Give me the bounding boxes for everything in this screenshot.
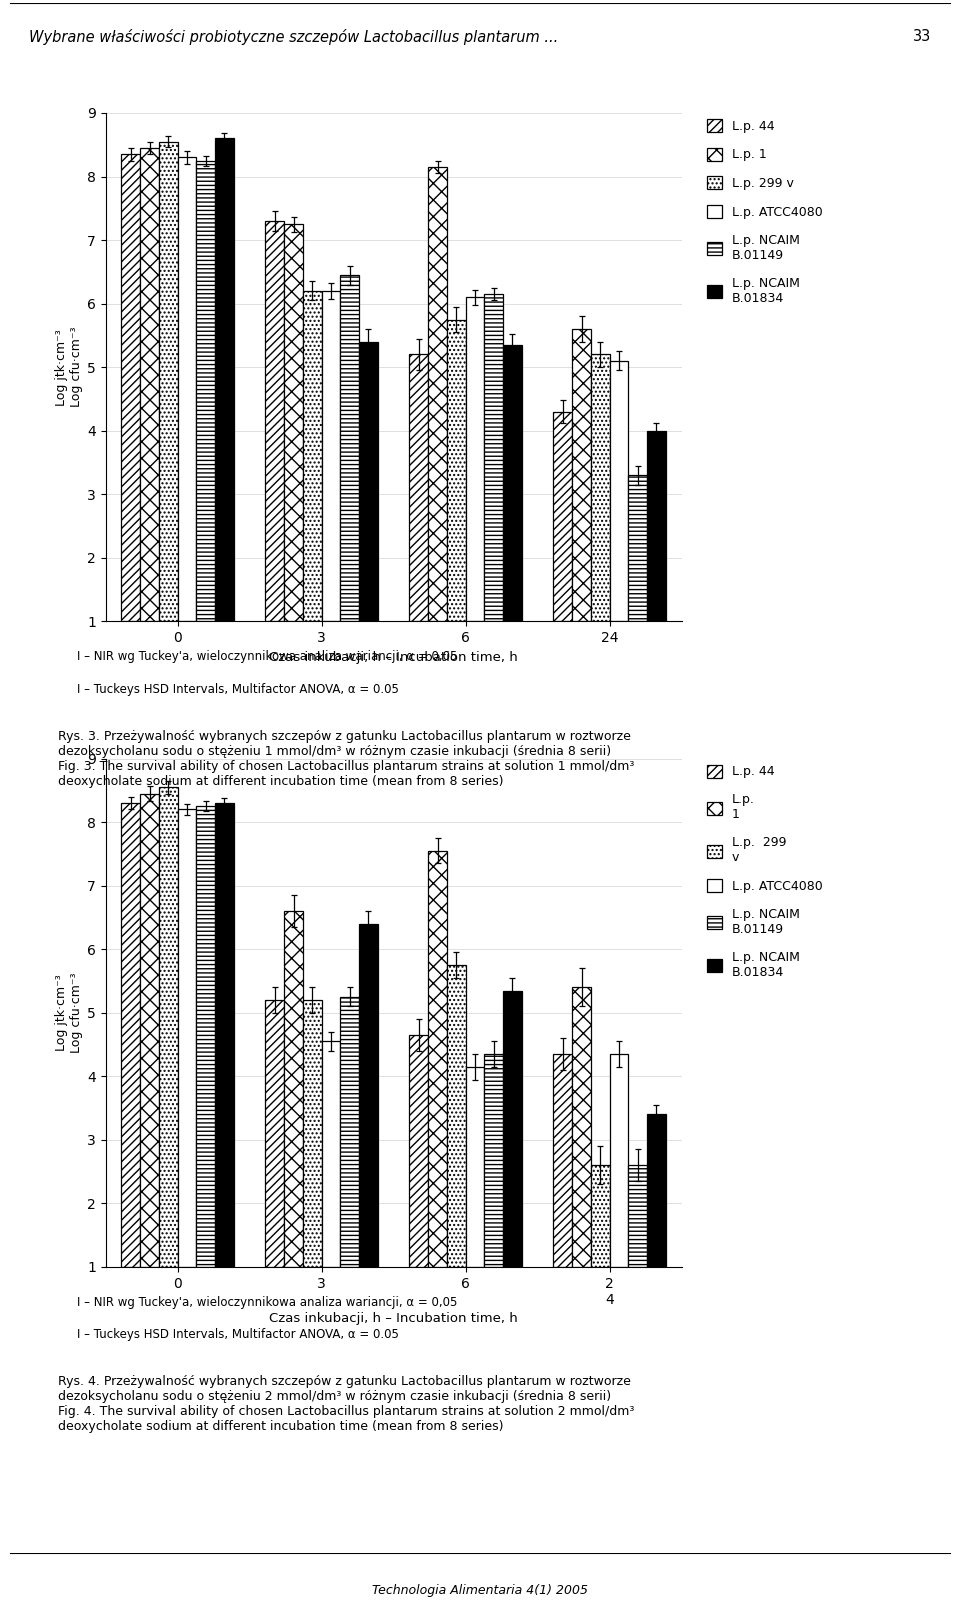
Bar	[302, 291, 322, 621]
Bar	[215, 139, 233, 621]
Bar	[466, 1067, 484, 1267]
Bar	[284, 224, 302, 621]
Bar	[196, 807, 215, 1267]
Bar	[409, 355, 428, 621]
Bar	[158, 142, 178, 621]
Bar	[484, 294, 503, 621]
Bar	[409, 1035, 428, 1267]
Text: І – NIR wg Tuckey'a, wieloczynnikowa analiza wariancji, α = 0,05: І – NIR wg Tuckey'a, wieloczynnikowa ana…	[77, 1296, 457, 1309]
Bar	[265, 1001, 284, 1267]
Bar	[121, 804, 140, 1267]
Text: Rys. 3. Przeżywalność wybranych szczepów z gatunku Lactobacillus plantarum w roz: Rys. 3. Przeżywalność wybranych szczepów…	[58, 730, 634, 788]
Text: Technologia Alimentaria 4(1) 2005: Technologia Alimentaria 4(1) 2005	[372, 1585, 588, 1598]
X-axis label: Czas inkubacji, h – Incubation time, h: Czas inkubacji, h – Incubation time, h	[269, 650, 518, 663]
Bar	[446, 320, 466, 621]
Bar	[428, 851, 446, 1267]
Bar	[178, 810, 196, 1267]
Text: Wybrane właściwości probiotyczne szczepów Lactobacillus plantarum ...: Wybrane właściwości probiotyczne szczepó…	[29, 29, 558, 45]
Bar	[572, 988, 590, 1267]
Bar	[121, 155, 140, 621]
Bar	[284, 910, 302, 1267]
Bar	[484, 1054, 503, 1267]
Y-axis label: Log jtk·cm⁻³
Log cfu·cm⁻³: Log jtk·cm⁻³ Log cfu·cm⁻³	[55, 328, 83, 407]
Bar	[359, 342, 377, 621]
Text: І – Tuckeys HSD Intervals, Multifactor ANOVA, α = 0.05: І – Tuckeys HSD Intervals, Multifactor A…	[77, 683, 398, 696]
Y-axis label: Log jtk·cm⁻³
Log cfu·cm⁻³: Log jtk·cm⁻³ Log cfu·cm⁻³	[55, 973, 83, 1052]
Bar	[340, 274, 359, 621]
Text: 33: 33	[913, 29, 931, 45]
Bar	[340, 997, 359, 1267]
Bar	[446, 965, 466, 1267]
X-axis label: Czas inkubacji, h – Incubation time, h: Czas inkubacji, h – Incubation time, h	[269, 1312, 518, 1325]
Bar	[553, 412, 572, 621]
Bar	[359, 923, 377, 1267]
Bar	[466, 297, 484, 621]
Bar	[503, 991, 521, 1267]
Bar	[572, 329, 590, 621]
Bar	[628, 475, 647, 621]
Bar	[322, 1041, 340, 1267]
Text: Rys. 4. Przeżywalność wybranych szczepów z gatunku Lactobacillus plantarum w roz: Rys. 4. Przeżywalność wybranych szczepów…	[58, 1375, 634, 1433]
Legend: L.p. 44, L.p.
1, L.p.  299
v, L.p. ATCC4080, L.p. NCAIM
B.01149, L.p. NCAIM
B.01: L.p. 44, L.p. 1, L.p. 299 v, L.p. ATCC40…	[708, 765, 823, 980]
Legend: L.p. 44, L.p. 1, L.p. 299 v, L.p. ATCC4080, L.p. NCAIM
B.01149, L.p. NCAIM
B.018: L.p. 44, L.p. 1, L.p. 299 v, L.p. ATCC40…	[708, 119, 823, 305]
Text: І – Tuckeys HSD Intervals, Multifactor ANOVA, α = 0.05: І – Tuckeys HSD Intervals, Multifactor A…	[77, 1328, 398, 1341]
Bar	[265, 221, 284, 621]
Bar	[428, 166, 446, 621]
Bar	[140, 794, 158, 1267]
Bar	[302, 1001, 322, 1267]
Bar	[610, 362, 628, 621]
Text: І – NIR wg Tuckey'a, wieloczynnikowa analiza wariancji, α = 0,05: І – NIR wg Tuckey'a, wieloczynnikowa ana…	[77, 650, 457, 663]
Bar	[590, 1165, 610, 1267]
Bar	[553, 1054, 572, 1267]
Bar	[590, 355, 610, 621]
Bar	[647, 431, 666, 621]
Bar	[215, 804, 233, 1267]
Bar	[140, 148, 158, 621]
Bar	[196, 161, 215, 621]
Bar	[158, 788, 178, 1267]
Bar	[503, 345, 521, 621]
Bar	[647, 1114, 666, 1267]
Bar	[322, 291, 340, 621]
Bar	[178, 158, 196, 621]
Bar	[628, 1165, 647, 1267]
Bar	[610, 1054, 628, 1267]
